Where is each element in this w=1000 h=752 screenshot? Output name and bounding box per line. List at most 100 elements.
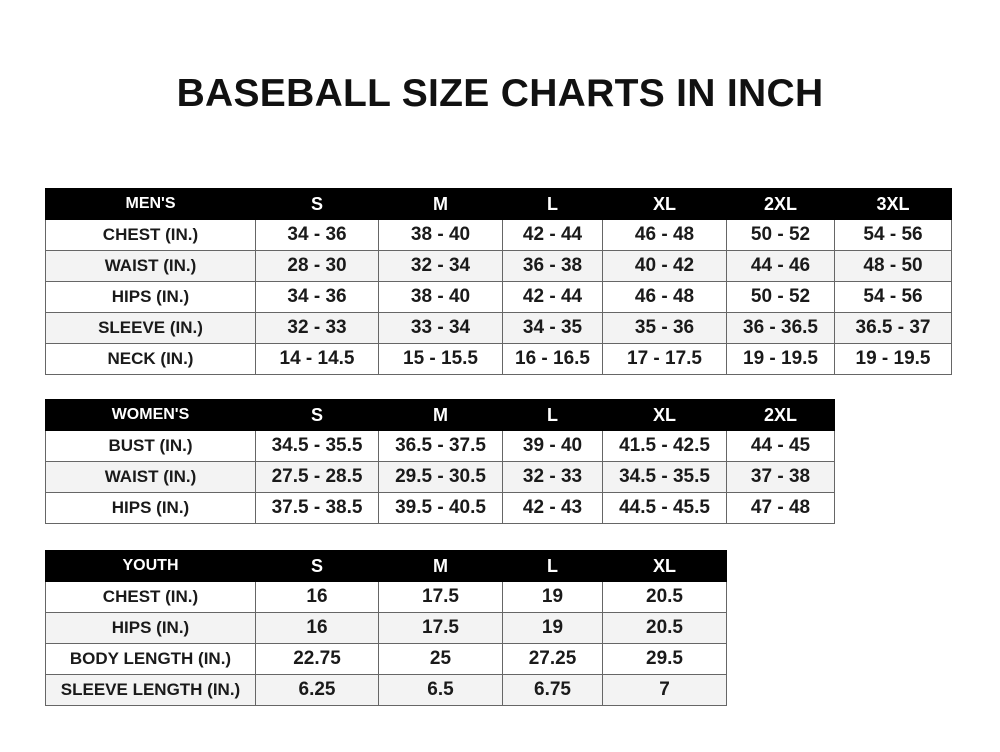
size-value-cell: 42 - 44 [502,281,603,313]
table-title-cell: YOUTH [45,550,256,582]
size-header-cell: M [378,188,503,220]
size-value-cell: 29.5 [602,643,727,675]
size-value-cell: 41.5 - 42.5 [602,430,727,462]
size-value-cell: 6.5 [378,674,503,706]
size-value-cell: 15 - 15.5 [378,343,503,375]
table-row: NECK (IN.) 14 - 14.5 15 - 15.5 16 - 16.5 17 … [45,343,952,375]
measurement-label: SLEEVE (IN.) [45,312,256,344]
size-value-cell: 34.5 - 35.5 [255,430,379,462]
size-value-cell: 36.5 - 37 [834,312,952,344]
header-row: MEN'S S M L XL 2XL 3XL [45,188,952,220]
size-value-cell: 44 - 45 [726,430,835,462]
size-value-cell: 39.5 - 40.5 [378,492,503,524]
size-header-cell: XL [602,550,727,582]
size-value-cell: 16 - 16.5 [502,343,603,375]
size-value-cell: 17 - 17.5 [602,343,727,375]
measurement-label: WAIST (IN.) [45,461,256,493]
size-value-cell: 19 [502,612,603,644]
size-value-cell: 14 - 14.5 [255,343,379,375]
size-value-cell: 38 - 40 [378,281,503,313]
size-header-cell: XL [602,399,727,431]
size-value-cell: 19 - 19.5 [726,343,835,375]
size-value-cell: 47 - 48 [726,492,835,524]
measurement-label: HIPS (IN.) [45,281,256,313]
size-value-cell: 50 - 52 [726,219,835,251]
measurement-label: BUST (IN.) [45,430,256,462]
size-value-cell: 17.5 [378,581,503,613]
size-value-cell: 22.75 [255,643,379,675]
measurement-label: NECK (IN.) [45,343,256,375]
measurement-label: CHEST (IN.) [45,219,256,251]
size-value-cell: 44 - 46 [726,250,835,282]
size-header-cell: M [378,399,503,431]
size-value-cell: 46 - 48 [602,219,727,251]
table-row: SLEEVE (IN.) 32 - 33 33 - 34 34 - 35 35 - 36… [45,312,952,344]
size-value-cell: 54 - 56 [834,219,952,251]
size-value-cell: 20.5 [602,612,727,644]
size-header-cell: XL [602,188,727,220]
table-row: BUST (IN.) 34.5 - 35.5 36.5 - 37.5 39 - 40 4… [45,430,835,462]
size-value-cell: 27.5 - 28.5 [255,461,379,493]
table-row: CHEST (IN.) 34 - 36 38 - 40 42 - 44 46 - 48 5… [45,219,952,251]
size-value-cell: 32 - 33 [255,312,379,344]
size-header-cell: S [255,188,379,220]
table-title-cell: MEN'S [45,188,256,220]
size-value-cell: 27.25 [502,643,603,675]
size-value-cell: 38 - 40 [378,219,503,251]
size-value-cell: 7 [602,674,727,706]
size-header-cell: 2XL [726,188,835,220]
size-value-cell: 20.5 [602,581,727,613]
table-row: HIPS (IN.) 16 17.5 19 20.5 [45,612,727,644]
table-row: HIPS (IN.) 34 - 36 38 - 40 42 - 44 46 - 48 50… [45,281,952,313]
table-row: SLEEVE LENGTH (IN.) 6.25 6.5 6.75 7 [45,674,727,706]
size-value-cell: 42 - 44 [502,219,603,251]
size-header-cell: L [502,550,603,582]
size-value-cell: 54 - 56 [834,281,952,313]
size-value-cell: 36.5 - 37.5 [378,430,503,462]
measurement-label: BODY LENGTH (IN.) [45,643,256,675]
size-value-cell: 28 - 30 [255,250,379,282]
mens-size-table: MEN'S S M L XL 2XL 3XL CHEST (IN.) 34 - 36 38 - 4… [45,188,952,375]
size-value-cell: 39 - 40 [502,430,603,462]
size-value-cell: 37.5 - 38.5 [255,492,379,524]
size-value-cell: 33 - 34 [378,312,503,344]
size-value-cell: 6.25 [255,674,379,706]
table-row: BODY LENGTH (IN.) 22.75 25 27.25 29.5 [45,643,727,675]
size-header-cell: S [255,399,379,431]
header-row: WOMEN'S S M L XL 2XL [45,399,835,431]
size-value-cell: 32 - 33 [502,461,603,493]
size-value-cell: 29.5 - 30.5 [378,461,503,493]
size-value-cell: 17.5 [378,612,503,644]
size-value-cell: 36 - 38 [502,250,603,282]
measurement-label: HIPS (IN.) [45,612,256,644]
size-value-cell: 40 - 42 [602,250,727,282]
size-value-cell: 36 - 36.5 [726,312,835,344]
measurement-label: CHEST (IN.) [45,581,256,613]
size-value-cell: 37 - 38 [726,461,835,493]
size-header-cell: L [502,399,603,431]
size-value-cell: 42 - 43 [502,492,603,524]
size-value-cell: 19 - 19.5 [834,343,952,375]
size-value-cell: 44.5 - 45.5 [602,492,727,524]
size-value-cell: 32 - 34 [378,250,503,282]
size-value-cell: 34.5 - 35.5 [602,461,727,493]
youth-size-table: YOUTH S M L XL CHEST (IN.) 16 17.5 19 20.5 HIPS (I… [45,550,727,706]
size-value-cell: 35 - 36 [602,312,727,344]
table-title-cell: WOMEN'S [45,399,256,431]
size-header-cell: S [255,550,379,582]
measurement-label: WAIST (IN.) [45,250,256,282]
table-row: CHEST (IN.) 16 17.5 19 20.5 [45,581,727,613]
table-row: WAIST (IN.) 28 - 30 32 - 34 36 - 38 40 - 42 4… [45,250,952,282]
size-value-cell: 6.75 [502,674,603,706]
header-row: YOUTH S M L XL [45,550,727,582]
size-header-cell: L [502,188,603,220]
size-value-cell: 34 - 36 [255,219,379,251]
size-value-cell: 34 - 36 [255,281,379,313]
size-value-cell: 50 - 52 [726,281,835,313]
table-row: HIPS (IN.) 37.5 - 38.5 39.5 - 40.5 42 - 43 4… [45,492,835,524]
size-value-cell: 48 - 50 [834,250,952,282]
size-value-cell: 16 [255,581,379,613]
size-value-cell: 19 [502,581,603,613]
measurement-label: SLEEVE LENGTH (IN.) [45,674,256,706]
size-value-cell: 16 [255,612,379,644]
